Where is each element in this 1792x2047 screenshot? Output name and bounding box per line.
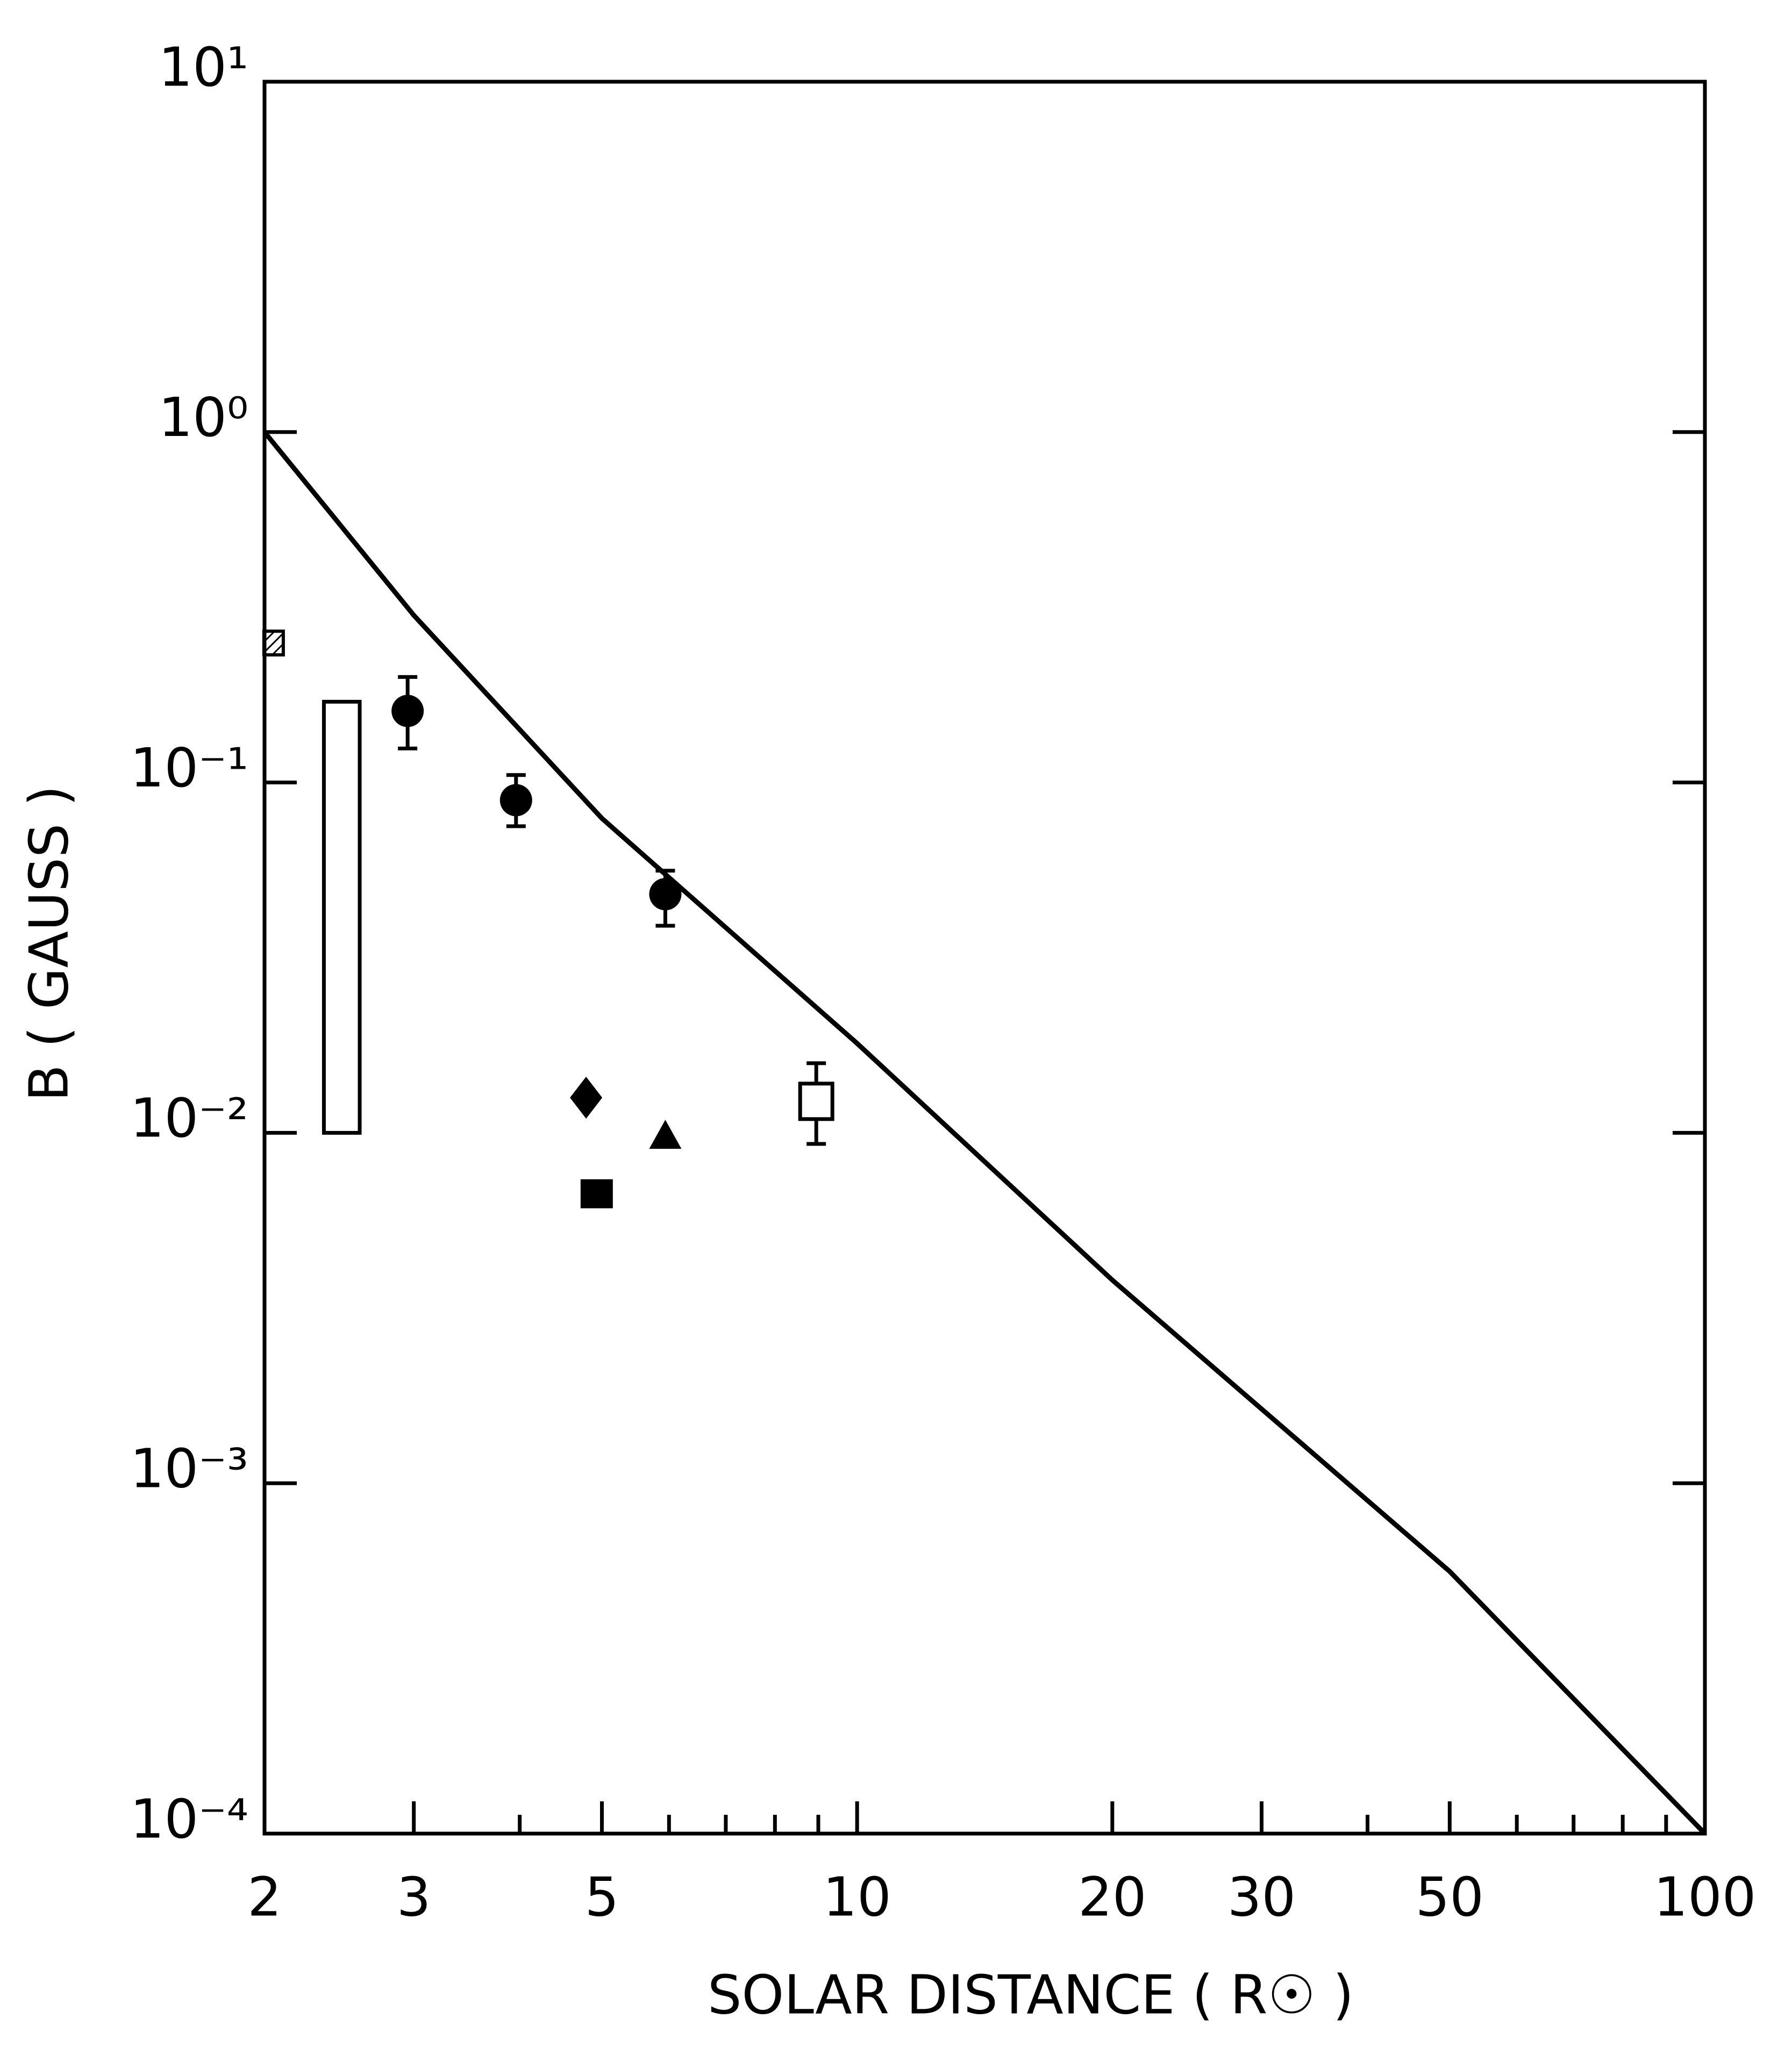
x-tick-label: 5 <box>585 1865 619 1928</box>
y-axis-label: B ( GAUSS ) <box>17 785 80 1101</box>
range-box <box>322 699 362 1135</box>
x-tick-label: 100 <box>1654 1865 1757 1928</box>
point-diamond <box>570 1076 603 1119</box>
plot-frame <box>262 80 1707 1836</box>
model-curve <box>262 430 1707 1836</box>
point-square <box>580 1179 613 1208</box>
point-circle <box>499 784 532 817</box>
point-open-square <box>798 1082 834 1121</box>
y-tick-label: 10⁻³ <box>130 1437 248 1500</box>
x-tick-label: 10 <box>823 1865 891 1928</box>
y-tick-label: 10⁻⁴ <box>130 1787 248 1850</box>
y-tick-label: 10⁻¹ <box>130 736 248 799</box>
point-circle <box>391 695 424 727</box>
y-tick-label: 10⁻² <box>130 1087 248 1150</box>
x-tick-label: 20 <box>1078 1865 1146 1928</box>
point-hatched-square <box>262 629 285 657</box>
point-circle <box>649 878 682 911</box>
x-tick-label: 2 <box>247 1865 282 1928</box>
y-tick-label: 10¹ <box>159 35 248 98</box>
point-triangle <box>649 1120 682 1149</box>
x-tick-label: 30 <box>1227 1865 1296 1928</box>
x-tick-label: 50 <box>1416 1865 1484 1928</box>
x-tick-label: 3 <box>397 1865 431 1928</box>
y-tick-label: 10⁰ <box>159 386 248 449</box>
x-axis-label: SOLAR DISTANCE ( R☉ ) <box>708 1963 1354 2026</box>
